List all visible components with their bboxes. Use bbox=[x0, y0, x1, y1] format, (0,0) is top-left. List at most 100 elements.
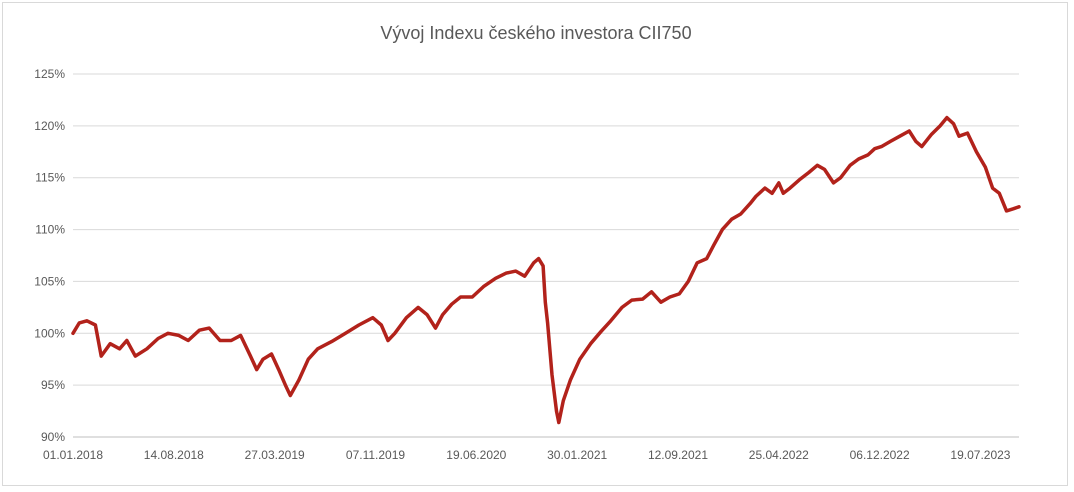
data-point bbox=[589, 342, 592, 345]
data-point bbox=[873, 147, 876, 150]
data-point bbox=[330, 340, 333, 343]
data-point bbox=[270, 353, 273, 355]
data-point bbox=[523, 275, 526, 278]
series-layer bbox=[71, 115, 1021, 425]
data-point bbox=[387, 339, 389, 342]
data-point bbox=[749, 202, 751, 205]
data-point bbox=[230, 339, 232, 342]
data-point bbox=[696, 262, 698, 264]
x-tick-label: 12.09.2021 bbox=[648, 448, 708, 462]
data-point bbox=[167, 332, 169, 335]
data-point bbox=[239, 334, 242, 337]
x-tick-label: 19.06.2020 bbox=[446, 448, 506, 462]
data-point bbox=[713, 244, 715, 246]
data-point bbox=[515, 270, 517, 272]
data-point bbox=[405, 316, 408, 319]
x-tick-label: 30.01.2021 bbox=[547, 448, 607, 462]
data-point bbox=[839, 176, 842, 179]
data-point bbox=[558, 421, 560, 424]
data-point bbox=[849, 164, 851, 167]
data-point bbox=[94, 324, 97, 326]
y-tick-label: 90% bbox=[41, 430, 65, 444]
data-point bbox=[546, 322, 549, 324]
data-point bbox=[569, 379, 572, 381]
x-tick-label: 27.03.2019 bbox=[245, 448, 305, 462]
data-point bbox=[721, 228, 724, 231]
data-point bbox=[555, 410, 558, 412]
y-tick-label: 125% bbox=[34, 67, 65, 81]
data-point bbox=[998, 192, 1001, 195]
data-point bbox=[867, 154, 869, 156]
x-tick-label: 01.01.2018 bbox=[43, 448, 103, 462]
series-line bbox=[71, 115, 1021, 425]
data-point bbox=[764, 187, 766, 189]
data-point bbox=[450, 303, 453, 306]
data-point bbox=[426, 313, 428, 316]
data-point bbox=[100, 355, 102, 357]
data-point bbox=[857, 158, 860, 160]
data-point bbox=[782, 192, 785, 195]
data-point bbox=[650, 291, 653, 293]
data-point bbox=[277, 368, 280, 371]
data-point bbox=[344, 332, 347, 335]
x-tick-label: 19.07.2023 bbox=[950, 448, 1010, 462]
data-point bbox=[880, 145, 883, 148]
data-point bbox=[289, 394, 292, 397]
data-point bbox=[966, 132, 969, 134]
data-point bbox=[482, 285, 485, 288]
x-tick-label: 25.04.2022 bbox=[749, 448, 809, 462]
data-point bbox=[832, 182, 835, 184]
data-point bbox=[631, 299, 633, 301]
data-point bbox=[262, 358, 264, 361]
data-point bbox=[255, 368, 258, 371]
line-chart: Vývoj Indexu českého investora CII750 90… bbox=[34, 23, 1021, 462]
data-point bbox=[284, 384, 287, 386]
data-point bbox=[730, 218, 733, 220]
data-point bbox=[823, 168, 826, 171]
data-point bbox=[198, 329, 201, 332]
data-point bbox=[532, 262, 535, 264]
data-point bbox=[118, 348, 121, 350]
y-tick-label: 100% bbox=[34, 326, 65, 340]
x-tick-label: 06.12.2022 bbox=[850, 448, 910, 462]
data-point bbox=[134, 355, 137, 357]
y-tick-label: 95% bbox=[41, 378, 65, 392]
data-point bbox=[771, 192, 773, 195]
data-point bbox=[889, 140, 892, 143]
data-point bbox=[789, 187, 791, 189]
chart-frame: Vývoj Indexu českého investora CII750 90… bbox=[2, 2, 1068, 486]
data-point bbox=[298, 379, 300, 381]
y-tick-label: 120% bbox=[34, 119, 65, 133]
data-point bbox=[1012, 208, 1014, 210]
data-point bbox=[975, 151, 978, 153]
data-point bbox=[946, 116, 948, 119]
data-point bbox=[610, 320, 612, 322]
y-tick-label: 115% bbox=[35, 171, 65, 185]
y-axis-tick-labels: 90% 95% 100% 105% 110% 115% 120% 125% bbox=[34, 67, 65, 444]
data-point bbox=[316, 348, 319, 350]
data-point bbox=[958, 135, 960, 137]
data-point bbox=[669, 296, 671, 298]
data-point bbox=[908, 130, 910, 132]
data-point bbox=[798, 179, 801, 181]
data-point bbox=[984, 166, 987, 169]
data-point bbox=[551, 374, 553, 376]
data-point bbox=[72, 332, 74, 335]
data-point bbox=[394, 332, 396, 335]
data-point bbox=[372, 316, 374, 319]
data-point bbox=[816, 164, 819, 167]
data-point bbox=[380, 324, 383, 326]
data-point bbox=[621, 306, 623, 309]
data-point bbox=[208, 327, 210, 329]
x-axis-tick-labels: 01.01.2018 14.08.2018 27.03.2019 07.11.2019… bbox=[43, 448, 1011, 462]
data-point bbox=[739, 213, 742, 215]
data-point bbox=[86, 320, 88, 322]
data-point bbox=[146, 348, 148, 350]
data-point bbox=[641, 298, 644, 300]
data-point bbox=[494, 277, 497, 280]
x-tick-label: 07.11.2019 bbox=[346, 448, 405, 462]
data-point bbox=[778, 182, 780, 184]
data-point bbox=[808, 171, 810, 174]
chart-title: Vývoj Indexu českého investora CII750 bbox=[380, 23, 691, 43]
data-point bbox=[952, 123, 955, 125]
